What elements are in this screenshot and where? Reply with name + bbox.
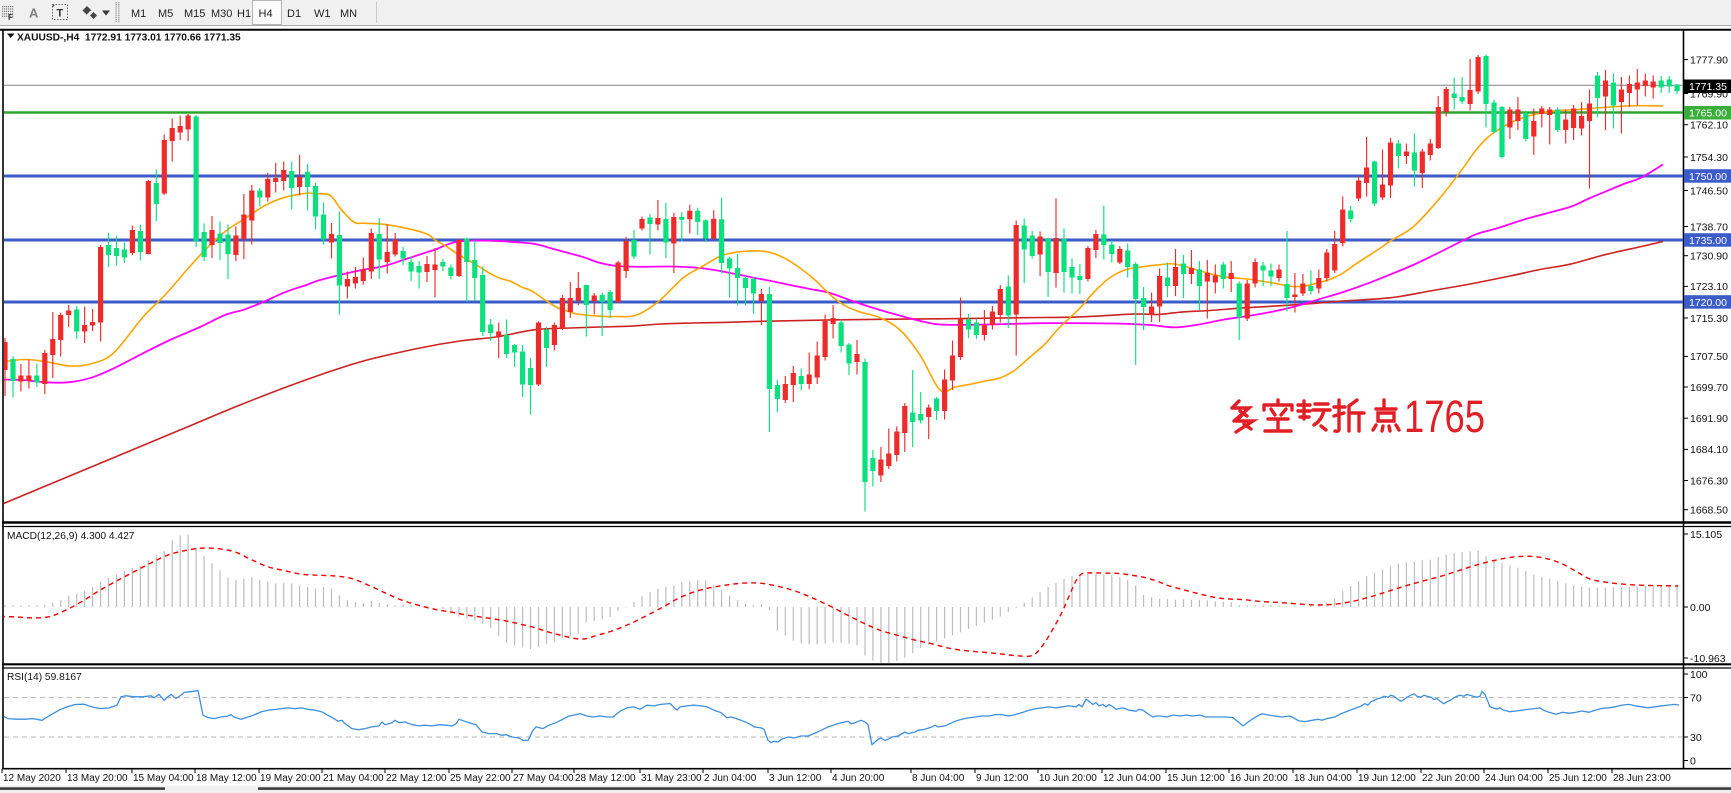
svg-text:1707.50: 1707.50 [1690, 351, 1728, 363]
svg-text:28 Jun 23:00: 28 Jun 23:00 [1613, 773, 1671, 784]
svg-text:4 Jun 20:00: 4 Jun 20:00 [832, 773, 885, 784]
svg-text:1730.90: 1730.90 [1690, 251, 1728, 263]
svg-text:9 Jun 12:00: 9 Jun 12:00 [976, 773, 1029, 784]
svg-text:22 Jun 20:00: 22 Jun 20:00 [1422, 773, 1480, 784]
svg-text:1668.50: 1668.50 [1690, 505, 1728, 517]
svg-text:22 May 12:00: 22 May 12:00 [386, 773, 447, 784]
svg-text:1723.10: 1723.10 [1690, 281, 1728, 293]
svg-text:10 Jun 20:00: 10 Jun 20:00 [1039, 773, 1097, 784]
svg-text:1720.00: 1720.00 [1689, 297, 1727, 309]
svg-text:1715.30: 1715.30 [1690, 313, 1728, 325]
svg-text:70: 70 [1690, 692, 1702, 704]
svg-text:15.105: 15.105 [1690, 529, 1722, 541]
svg-text:A: A [29, 6, 39, 21]
svg-text:0: 0 [1690, 755, 1696, 767]
svg-text:T: T [57, 8, 64, 20]
svg-text:M1: M1 [131, 8, 146, 20]
svg-text:1684.10: 1684.10 [1690, 444, 1728, 456]
svg-text:1735.00: 1735.00 [1689, 235, 1727, 247]
svg-text:1676.30: 1676.30 [1690, 475, 1728, 487]
svg-text:27 May 04:00: 27 May 04:00 [513, 773, 574, 784]
svg-text:1777.90: 1777.90 [1690, 54, 1728, 66]
svg-text:MACD(12,26,9) 4.300 4.427: MACD(12,26,9) 4.300 4.427 [7, 531, 135, 542]
svg-text:2 Jun 04:00: 2 Jun 04:00 [704, 773, 757, 784]
svg-text:0.00: 0.00 [1690, 602, 1711, 614]
svg-text:24 Jun 04:00: 24 Jun 04:00 [1485, 773, 1543, 784]
svg-text:100: 100 [1690, 669, 1708, 681]
svg-text:31 May 23:00: 31 May 23:00 [641, 773, 702, 784]
svg-text:-10.963: -10.963 [1690, 653, 1726, 665]
svg-text:1754.30: 1754.30 [1690, 152, 1728, 164]
svg-text:1699.70: 1699.70 [1690, 382, 1728, 394]
svg-text:13 May 20:00: 13 May 20:00 [67, 773, 128, 784]
svg-text:1765: 1765 [1404, 391, 1485, 442]
svg-text:1738.70: 1738.70 [1690, 221, 1728, 233]
svg-text:F: F [8, 13, 13, 22]
svg-text:1691.90: 1691.90 [1690, 413, 1728, 425]
svg-text:M30: M30 [211, 8, 232, 20]
svg-text:12 Jun 04:00: 12 Jun 04:00 [1103, 773, 1161, 784]
svg-text:XAUUSD-,H4 1772.91 1773.01 17: XAUUSD-,H4 1772.91 1773.01 1770.66 1771.… [17, 33, 241, 44]
svg-text:25 May 22:00: 25 May 22:00 [450, 773, 511, 784]
svg-text:30: 30 [1690, 732, 1702, 744]
svg-text:21 May 04:00: 21 May 04:00 [323, 773, 384, 784]
svg-text:H1: H1 [237, 8, 251, 20]
svg-text:19 May 20:00: 19 May 20:00 [260, 773, 321, 784]
svg-text:1771.35: 1771.35 [1689, 81, 1727, 93]
svg-text:W1: W1 [314, 8, 331, 20]
svg-text:1746.50: 1746.50 [1690, 185, 1728, 197]
svg-text:8 Jun 04:00: 8 Jun 04:00 [912, 773, 965, 784]
svg-text:15 May 04:00: 15 May 04:00 [133, 773, 194, 784]
svg-text:12 May 2020: 12 May 2020 [3, 773, 61, 784]
svg-text:18 May 12:00: 18 May 12:00 [196, 773, 257, 784]
svg-text:1765.00: 1765.00 [1689, 108, 1727, 120]
svg-text:D1: D1 [287, 8, 301, 20]
svg-text:M5: M5 [158, 8, 173, 20]
svg-text:18 Jun 04:00: 18 Jun 04:00 [1294, 773, 1352, 784]
svg-text:16 Jun 20:00: 16 Jun 20:00 [1230, 773, 1288, 784]
svg-text:H4: H4 [259, 8, 273, 20]
svg-text:3 Jun 12:00: 3 Jun 12:00 [769, 773, 822, 784]
svg-text:MN: MN [340, 8, 357, 20]
svg-text:M15: M15 [184, 8, 205, 20]
svg-text:19 Jun 12:00: 19 Jun 12:00 [1358, 773, 1416, 784]
svg-text:15 Jun 12:00: 15 Jun 12:00 [1167, 773, 1225, 784]
svg-text:1762.10: 1762.10 [1690, 120, 1728, 132]
svg-text:28 May 12:00: 28 May 12:00 [575, 773, 636, 784]
svg-text:RSI(14) 59.8167: RSI(14) 59.8167 [7, 672, 82, 683]
svg-text:1750.00: 1750.00 [1689, 171, 1727, 183]
svg-text:25 Jun 12:00: 25 Jun 12:00 [1549, 773, 1607, 784]
